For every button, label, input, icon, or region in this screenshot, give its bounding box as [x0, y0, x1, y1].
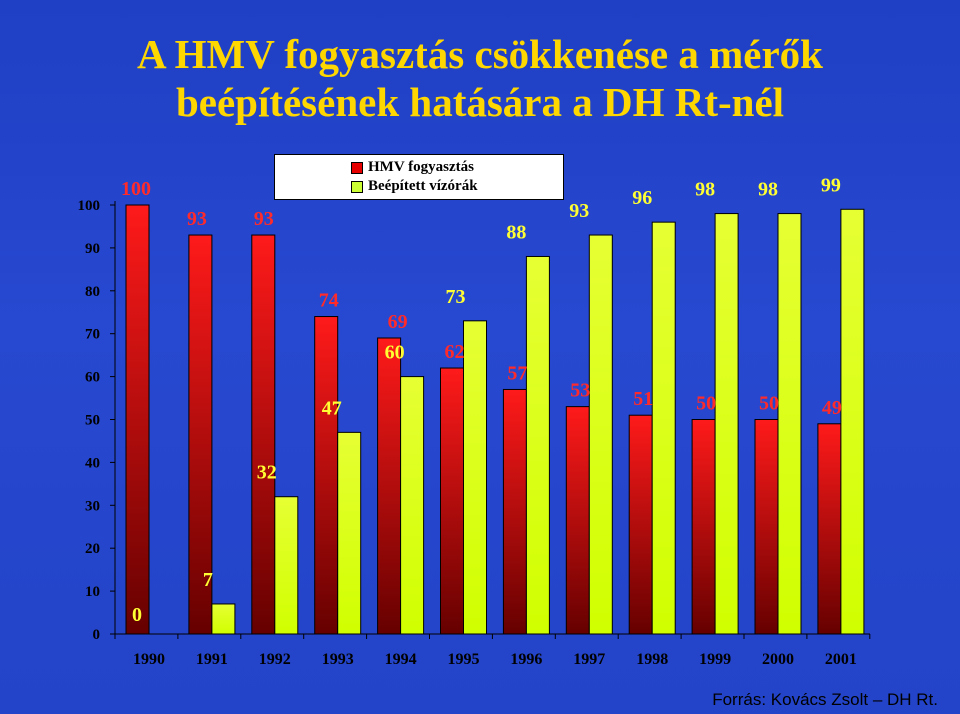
x-tick-label: 1999	[699, 651, 731, 668]
data-label-hmv-1994: 69	[388, 311, 408, 333]
bar-hmv-1995	[440, 367, 464, 635]
legend-item-vizora: Beépített vízórák	[351, 177, 563, 196]
x-tick-label: 1993	[322, 651, 354, 668]
legend-label-hmv: HMV fogyasztás	[368, 159, 474, 175]
source-note: Forrás: Kovács Zsolt – DH Rt.	[712, 690, 938, 709]
chart-title: A HMV fogyasztás csökkenése a mérők beép…	[0, 30, 960, 126]
data-label-hmv-1999: 50	[696, 393, 716, 415]
y-tick-label: 60	[85, 370, 100, 386]
data-label-hmv-1990: 100	[121, 178, 151, 200]
y-tick-label: 70	[85, 327, 100, 343]
legend-item-hmv: HMV fogyasztás	[351, 158, 563, 177]
bar-vizora-2000	[777, 213, 802, 635]
data-label-vizora-1991: 7	[203, 569, 213, 591]
x-tick-label: 1997	[573, 651, 605, 668]
title-line-1: A HMV fogyasztás csökkenése a mérők	[137, 31, 823, 77]
bar-vizora-1994	[400, 376, 425, 635]
bar-hmv-1996	[502, 388, 527, 635]
data-label-vizora-1995: 73	[446, 286, 466, 308]
data-label-vizora-1997: 93	[569, 200, 589, 222]
x-tick-label: 1991	[196, 651, 228, 668]
data-label-vizora-1993: 47	[322, 397, 342, 419]
bar-vizora-1998	[651, 221, 676, 635]
x-tick-label: 1992	[259, 651, 291, 668]
x-tick-label: 1998	[636, 651, 668, 668]
bar-vizora-1992	[274, 496, 299, 635]
legend-swatch-hmv	[351, 161, 363, 174]
y-tick-label: 20	[85, 541, 100, 557]
bar-hmv-1999	[691, 419, 716, 635]
y-tick-label: 50	[85, 413, 100, 429]
y-tick-label: 40	[85, 455, 100, 471]
data-label-vizora-2001: 99	[821, 174, 841, 196]
bar-vizora-1991	[211, 603, 236, 635]
data-label-vizora-1999: 98	[695, 179, 715, 201]
legend-label-vizora: Beépített vízórák	[368, 178, 478, 194]
bar-hmv-2001	[817, 423, 842, 635]
data-label-vizora-1990: 0	[132, 604, 142, 626]
x-tick-label: 1994	[385, 651, 417, 668]
x-tick-label: 2000	[762, 651, 794, 668]
y-tick-label: 30	[85, 498, 100, 514]
chart-legend: HMV fogyasztás Beépített vízórák	[274, 154, 564, 200]
bar-hmv-2000	[754, 419, 779, 635]
data-label-hmv-1996: 57	[507, 362, 527, 384]
data-label-vizora-2000: 98	[758, 179, 778, 201]
bar-hmv-1994	[377, 337, 402, 635]
bar-vizora-1997	[588, 234, 613, 635]
data-label-hmv-1997: 53	[570, 380, 590, 402]
bar-hmv-1990	[125, 204, 150, 635]
data-label-vizora-1996: 88	[506, 221, 526, 243]
y-tick-label: 80	[85, 284, 100, 300]
data-label-hmv-1991: 93	[187, 208, 207, 230]
y-tick-label: 0	[93, 627, 101, 643]
data-label-hmv-1998: 51	[633, 388, 653, 410]
data-label-hmv-1995: 62	[445, 341, 465, 363]
data-label-hmv-2001: 49	[822, 397, 842, 419]
x-tick-label: 1995	[448, 651, 480, 668]
data-label-hmv-1992: 93	[254, 208, 274, 230]
data-label-vizora-1998: 96	[632, 187, 652, 209]
data-label-vizora-1994: 60	[385, 342, 405, 364]
bar-vizora-1996	[525, 255, 550, 635]
data-label-hmv-2000: 50	[759, 393, 779, 415]
bar-vizora-1999	[714, 213, 739, 635]
x-tick-label: 2001	[825, 651, 857, 668]
y-tick-label: 100	[78, 198, 101, 214]
data-label-vizora-1992: 32	[257, 462, 277, 484]
legend-swatch-vizora	[351, 180, 363, 193]
y-tick-label: 90	[85, 241, 100, 257]
y-tick-label: 10	[85, 584, 100, 600]
bar-hmv-1992	[251, 234, 276, 635]
bar-hmv-1997	[565, 406, 590, 635]
x-tick-label: 1996	[510, 651, 542, 668]
bar-vizora-1993	[337, 431, 362, 635]
title-line-2: beépítésének hatására a DH Rt-nél	[175, 79, 785, 125]
x-tick-label: 1990	[133, 651, 165, 668]
bar-hmv-1993	[314, 316, 339, 635]
bar-vizora-2001	[840, 208, 865, 635]
bar-hmv-1991	[188, 234, 213, 635]
bar-vizora-1995	[463, 320, 487, 635]
bar-hmv-1998	[628, 414, 653, 635]
data-label-hmv-1993: 74	[319, 290, 339, 312]
